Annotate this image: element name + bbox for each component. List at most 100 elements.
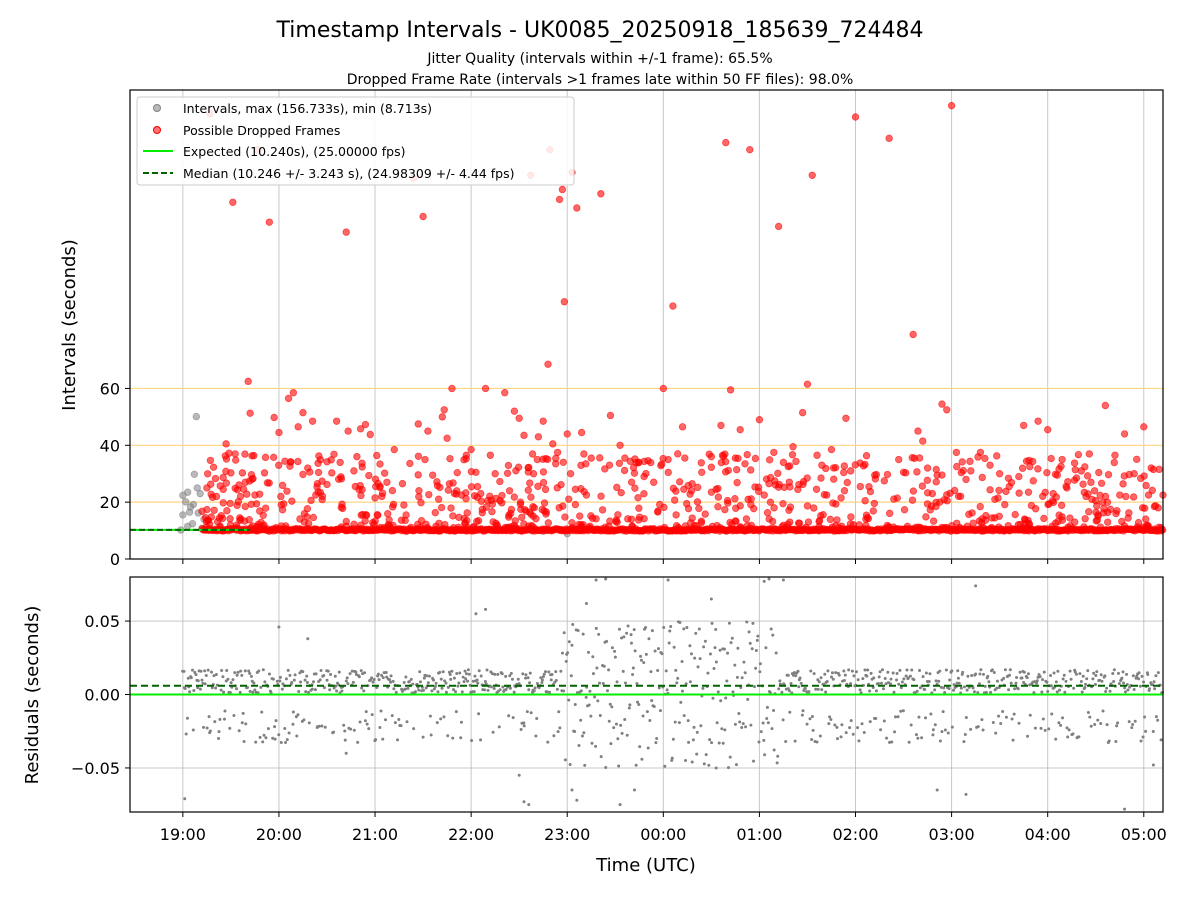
dropped-frame-point [697, 517, 706, 525]
residual-point [291, 722, 295, 726]
residual-point [657, 686, 661, 690]
dropped-frame-point [353, 452, 361, 461]
dropped-frame-point [249, 474, 257, 483]
dropped-frame-point [503, 469, 512, 477]
residual-point [959, 686, 963, 690]
dropped-frame-point [1120, 430, 1129, 438]
residual-point [764, 646, 768, 650]
residual-point [1002, 676, 1006, 680]
residual-point [939, 685, 943, 689]
dropped-frame-point [842, 414, 850, 422]
dropped-frame-point [504, 461, 513, 470]
residual-point [660, 652, 664, 656]
residual-point [464, 672, 468, 676]
residual-point [1154, 674, 1158, 678]
residual-point [1016, 687, 1020, 691]
residual-point [640, 757, 644, 761]
dropped-frame-point [198, 507, 206, 515]
dropped-frame-point [338, 504, 347, 513]
residual-point [737, 712, 741, 716]
dropped-frame-point [617, 488, 625, 497]
residual-point [726, 651, 730, 655]
dropped-frame-point [747, 521, 755, 529]
interval-point [182, 498, 190, 506]
residual-point [908, 674, 912, 678]
residual-point [1052, 671, 1056, 675]
dropped-frame-point [571, 500, 580, 509]
dropped-frame-point [551, 460, 560, 468]
residual-point [934, 679, 938, 683]
residual-point [591, 655, 595, 659]
residual-point [720, 727, 724, 731]
residual-point [1081, 674, 1085, 678]
residual-point [529, 711, 533, 715]
dropped-frame-point [358, 459, 366, 467]
residuals-reference-lines [130, 684, 1163, 696]
residual-point [652, 705, 656, 709]
dropped-frame-point [933, 471, 941, 479]
residual-point [677, 721, 681, 725]
dropped-frame-point [721, 468, 730, 476]
dropped-frame-point [929, 517, 938, 525]
residual-point [775, 761, 779, 765]
dropped-frame-point [1101, 492, 1110, 501]
residual-point [575, 798, 579, 802]
residual-point [203, 682, 207, 686]
dropped-frame-point [979, 523, 987, 531]
dropped-frame-point [438, 413, 447, 421]
residual-point [594, 626, 598, 630]
dropped-frame-point [286, 462, 294, 470]
residual-point [278, 675, 282, 679]
residual-point [253, 688, 257, 692]
dropped-frame-point [978, 473, 986, 482]
legend-dropped-marker [153, 126, 161, 134]
residual-point [856, 678, 860, 682]
dropped-frame-point [1004, 522, 1012, 530]
residual-point [457, 681, 461, 685]
residual-point [940, 730, 944, 734]
legend-expected-label: Expected (10.240s), (25.00000 fps) [183, 144, 405, 159]
residual-point [837, 673, 841, 677]
residual-point [691, 738, 695, 742]
residual-point [635, 682, 639, 686]
dropped-frame-point [915, 454, 924, 462]
residual-point [614, 722, 618, 726]
residual-point [639, 658, 643, 662]
residual-point [1151, 730, 1155, 734]
residual-point [261, 668, 265, 672]
residual-point [637, 703, 641, 707]
dropped-frame-point [1022, 457, 1031, 465]
dropped-frame-point [323, 458, 331, 466]
dropped-frame-point [238, 469, 247, 477]
dropped-frame-point [529, 503, 537, 511]
dropped-frame-point [261, 453, 270, 462]
residual-point [554, 670, 558, 674]
residual-point [471, 679, 475, 683]
residual-point [516, 677, 520, 681]
residual-point [590, 741, 594, 745]
dropped-frame-point [246, 409, 254, 417]
residual-point [462, 680, 466, 684]
dropped-frame-point [309, 513, 318, 522]
residual-point [1108, 689, 1112, 693]
dropped-frame-point [707, 463, 716, 471]
residual-point [362, 689, 366, 693]
dropped-frame-point [431, 508, 439, 517]
residual-point [1056, 669, 1060, 673]
residual-point [707, 763, 711, 767]
dropped-frame-point [505, 487, 514, 495]
dropped-frame-point [923, 464, 932, 472]
residual-point [534, 734, 538, 738]
residual-point [198, 687, 202, 691]
residual-point [381, 676, 385, 680]
dropped-frame-point [1133, 523, 1142, 531]
residual-point [575, 691, 579, 695]
residual-point [777, 687, 781, 691]
residual-point [1049, 684, 1053, 688]
dropped-frame-point [314, 468, 323, 477]
dropped-frame-point [770, 448, 778, 457]
dropped-frame-point [687, 487, 696, 495]
dropped-frame-point [837, 494, 845, 502]
residual-point [757, 740, 761, 744]
dropped-frame-point [628, 522, 636, 530]
